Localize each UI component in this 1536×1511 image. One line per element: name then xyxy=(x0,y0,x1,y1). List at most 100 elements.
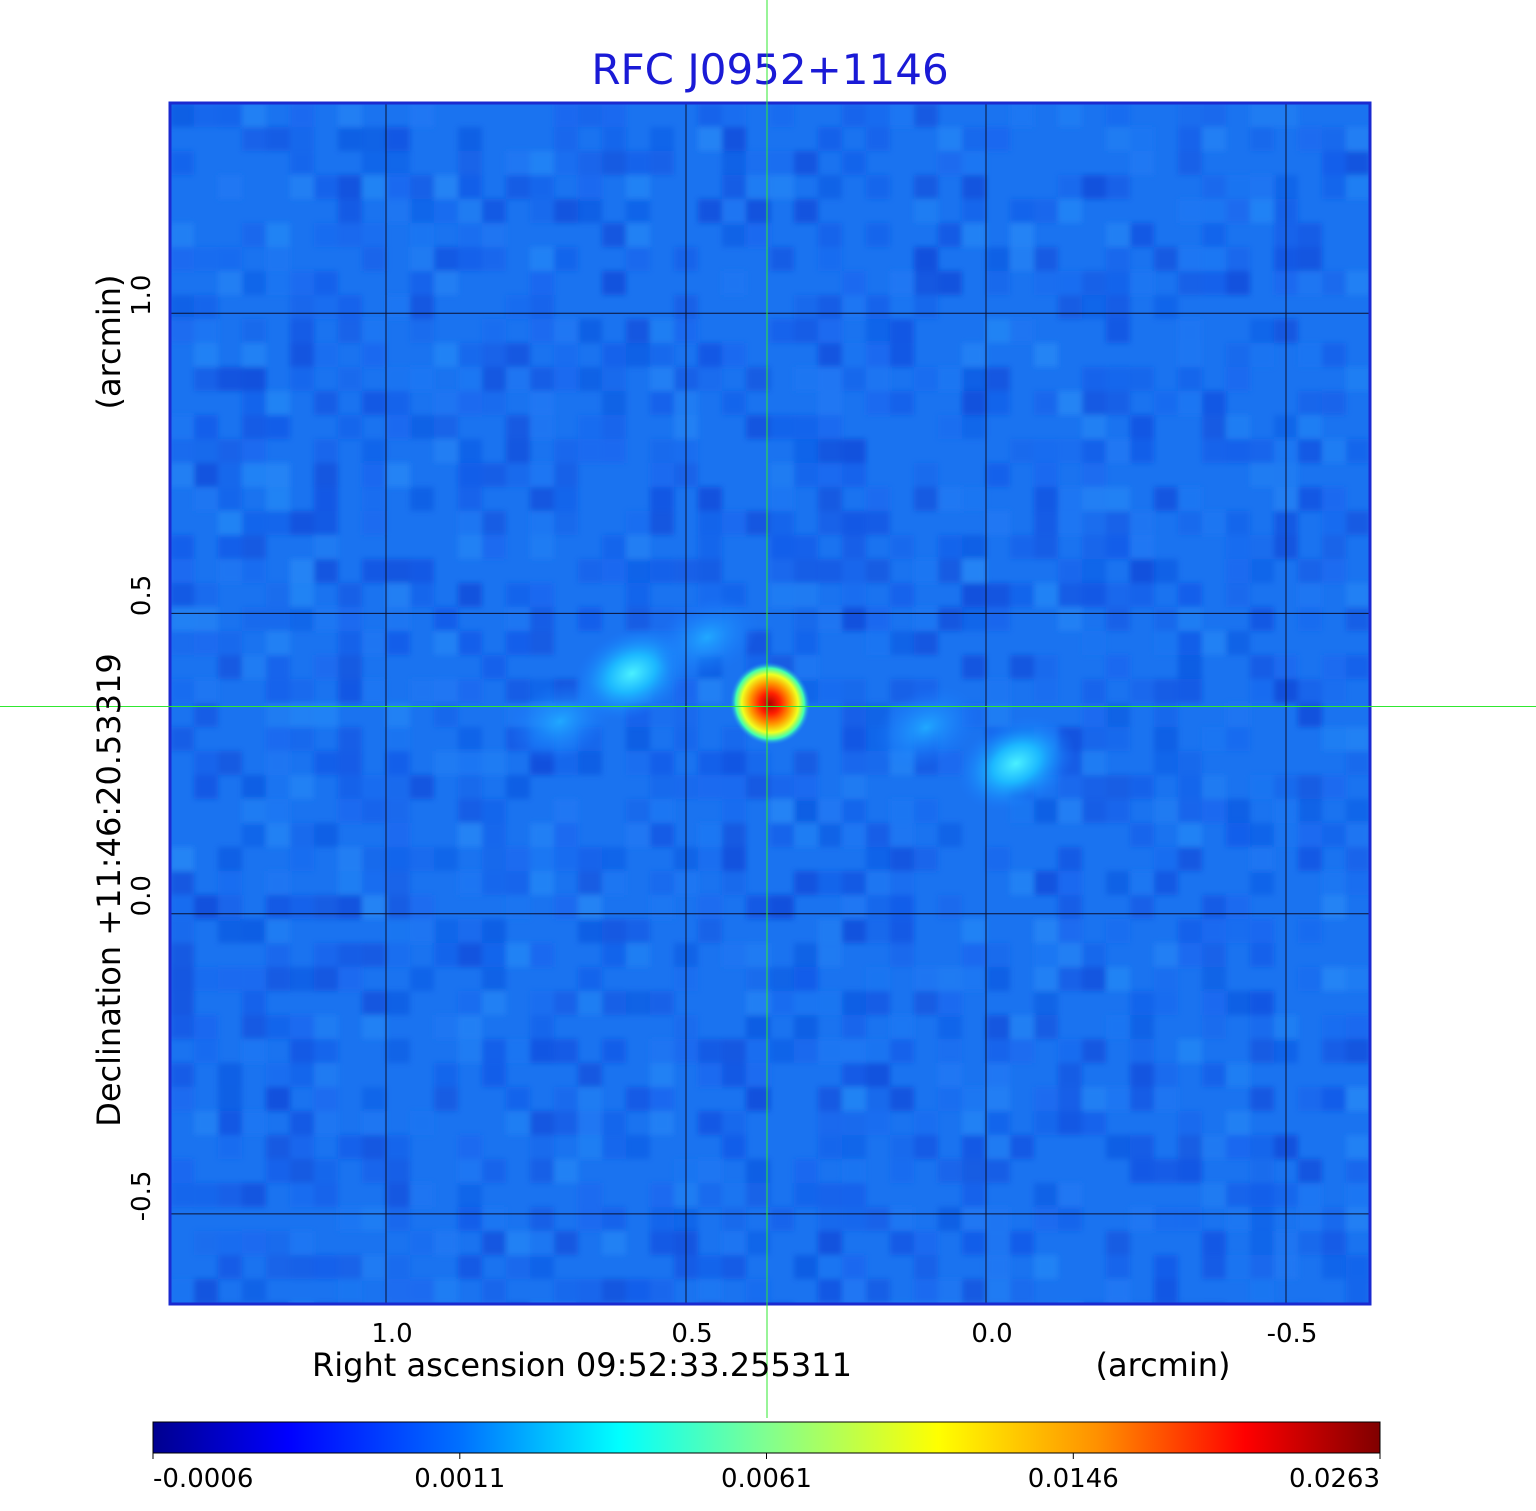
noise-cell xyxy=(1106,367,1130,391)
noise-cell xyxy=(1322,775,1346,799)
noise-cell xyxy=(314,559,338,583)
noise-cell xyxy=(1226,559,1250,583)
noise-cell xyxy=(722,271,746,295)
noise-cell xyxy=(458,583,482,607)
noise-cell xyxy=(650,1063,674,1087)
noise-cell xyxy=(1130,535,1154,559)
noise-cell xyxy=(386,991,410,1015)
noise-cell xyxy=(1298,775,1322,799)
noise-cell xyxy=(938,1087,962,1111)
noise-cell xyxy=(1034,967,1058,991)
noise-cell xyxy=(626,535,650,559)
noise-cell xyxy=(602,871,626,895)
noise-cell xyxy=(530,295,554,319)
noise-cell xyxy=(386,391,410,415)
noise-cell xyxy=(218,655,242,679)
noise-cell xyxy=(1250,1231,1274,1255)
noise-cell xyxy=(314,1087,338,1111)
noise-cell xyxy=(530,631,554,655)
noise-cell xyxy=(218,751,242,775)
noise-cell xyxy=(362,1135,386,1159)
noise-cell xyxy=(1178,655,1202,679)
noise-cell xyxy=(578,559,602,583)
noise-cell xyxy=(1106,655,1130,679)
noise-cell xyxy=(506,775,530,799)
noise-cell xyxy=(842,727,866,751)
noise-cell xyxy=(242,799,266,823)
noise-cell xyxy=(962,535,986,559)
noise-cell xyxy=(194,607,218,631)
noise-cell xyxy=(338,127,362,151)
noise-cell xyxy=(602,343,626,367)
noise-cell xyxy=(794,1183,818,1207)
noise-cell xyxy=(242,439,266,463)
noise-cell xyxy=(1106,775,1130,799)
noise-cell xyxy=(194,247,218,271)
noise-cell xyxy=(722,1207,746,1231)
noise-cell xyxy=(242,1039,266,1063)
noise-cell xyxy=(290,1303,314,1304)
noise-cell xyxy=(722,823,746,847)
noise-cell xyxy=(746,1015,770,1039)
noise-cell xyxy=(1010,439,1034,463)
noise-cell xyxy=(1106,175,1130,199)
noise-cell xyxy=(1250,871,1274,895)
noise-cell xyxy=(434,1231,458,1255)
noise-cell xyxy=(602,151,626,175)
noise-cell xyxy=(650,871,674,895)
noise-cell xyxy=(530,535,554,559)
noise-cell xyxy=(1082,751,1106,775)
noise-cell xyxy=(818,391,842,415)
noise-cell xyxy=(386,127,410,151)
noise-cell xyxy=(338,199,362,223)
noise-cell xyxy=(1058,103,1082,127)
noise-cell xyxy=(1058,175,1082,199)
noise-cell xyxy=(1130,415,1154,439)
noise-cell xyxy=(530,511,554,535)
noise-cell xyxy=(650,367,674,391)
noise-cell xyxy=(290,1135,314,1159)
noise-cell xyxy=(194,1015,218,1039)
noise-cell xyxy=(482,535,506,559)
noise-cell xyxy=(1034,439,1058,463)
noise-cell xyxy=(218,1255,242,1279)
noise-cell xyxy=(1154,799,1178,823)
noise-cell xyxy=(890,1303,914,1304)
noise-cell xyxy=(1106,1015,1130,1039)
noise-cell xyxy=(578,151,602,175)
noise-cell xyxy=(746,1039,770,1063)
noise-cell xyxy=(242,655,266,679)
noise-cell xyxy=(1226,1063,1250,1087)
noise-cell xyxy=(1178,367,1202,391)
plot-frame xyxy=(168,101,1372,1306)
noise-cell xyxy=(386,871,410,895)
noise-cell xyxy=(242,535,266,559)
noise-cell xyxy=(434,679,458,703)
noise-cell xyxy=(506,415,530,439)
noise-cell xyxy=(914,1135,938,1159)
noise-cell xyxy=(242,223,266,247)
noise-cell xyxy=(242,775,266,799)
noise-cell xyxy=(842,535,866,559)
noise-cell xyxy=(362,799,386,823)
noise-cell xyxy=(626,751,650,775)
noise-cell xyxy=(722,775,746,799)
noise-cell xyxy=(722,1183,746,1207)
noise-cell xyxy=(362,391,386,415)
noise-cell xyxy=(482,1231,506,1255)
noise-cell xyxy=(818,1183,842,1207)
noise-cell xyxy=(530,367,554,391)
noise-cell xyxy=(1058,1303,1082,1304)
noise-cell xyxy=(530,871,554,895)
noise-cell xyxy=(1058,511,1082,535)
noise-cell xyxy=(962,559,986,583)
noise-cell xyxy=(290,127,314,151)
noise-cell xyxy=(530,391,554,415)
noise-cell xyxy=(842,343,866,367)
noise-cell xyxy=(818,247,842,271)
noise-cell xyxy=(458,1015,482,1039)
noise-cell xyxy=(458,439,482,463)
noise-cell xyxy=(266,415,290,439)
noise-cell xyxy=(962,1087,986,1111)
noise-cell xyxy=(914,295,938,319)
